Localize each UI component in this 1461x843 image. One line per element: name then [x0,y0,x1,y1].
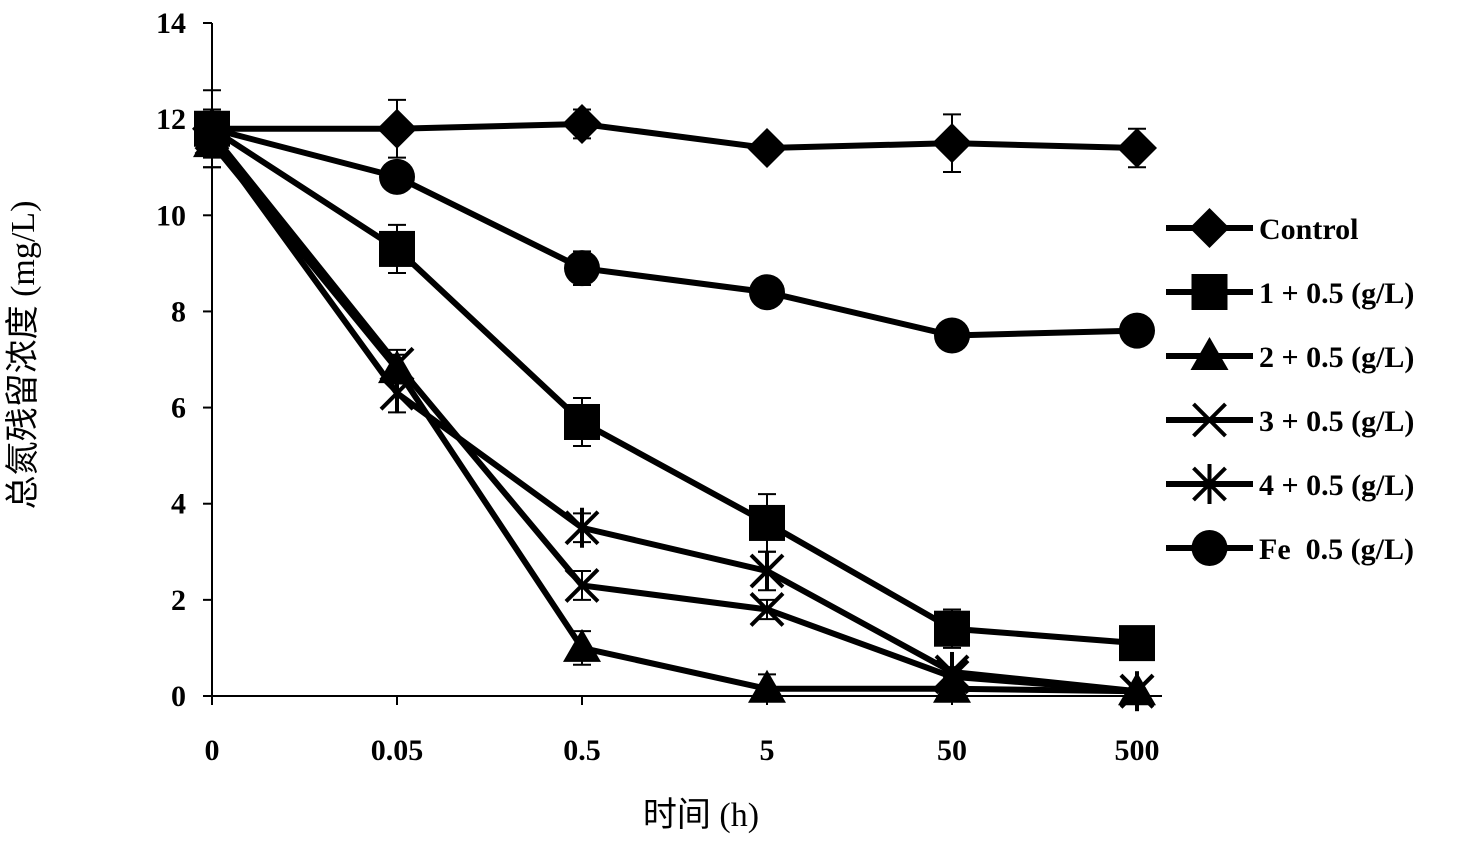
square-mark [1119,625,1155,662]
series-line [212,120,1138,151]
x-mark-stroke [749,592,785,627]
square-mark [1191,274,1228,310]
y-tick-label: 8 [171,295,186,328]
x-tick-label: 50 [937,734,967,767]
triangle-mark [563,628,601,662]
diamond-mark [562,103,602,144]
circle-mark [564,250,600,287]
data-point [377,108,417,149]
axes: 0 2 4 6 8 10 12 14 0 0.05 0.5 5 50 500 [156,7,1162,767]
data-point [932,123,972,164]
x-tick-label: 0 [205,734,220,767]
circle-mark [194,110,230,147]
series-line [209,136,1138,695]
data-point [749,551,785,592]
data-point [1119,312,1155,349]
legend-entry-label: Fe 0.5 (g/L) [1259,533,1414,566]
data-point [748,669,786,703]
x-mark-stroke [379,346,415,382]
legend-marker [1190,337,1229,370]
x-mark-stroke [564,568,600,603]
x-tick-label: 0.05 [371,734,424,767]
legend-entry-label: 3 + 0.5 (g/L) [1259,405,1414,438]
diamond-mark [377,108,417,149]
legend-marker [1192,464,1227,504]
legend-marker [1191,274,1228,310]
legend-marker [1189,208,1230,248]
legend-marker [1192,402,1227,438]
data-point [749,274,785,311]
data-point [1119,625,1155,662]
data-point [564,403,600,440]
data-point [564,507,600,548]
data-point [379,230,415,267]
circle-mark [1191,530,1228,566]
data-point [747,127,787,168]
legend-entry-label: 1 + 0.5 (g/L) [1259,277,1414,310]
data-point [563,628,601,662]
triangle-mark [1190,337,1229,370]
data-point [564,568,600,603]
data-point [562,103,602,144]
data-point [934,317,970,354]
x-axis-title: 时间 (h) [643,797,759,834]
y-tick-label: 4 [171,488,186,521]
data-point [749,592,785,627]
circle-mark [749,274,785,311]
data-point [934,651,970,692]
legend-entry-label: 2 + 0.5 (g/L) [1259,341,1414,374]
data-point [379,373,415,414]
data-point [379,346,415,382]
legend: Control 1 + 0.5 (g/L) 2 + 0.5 (g/L) 3 + 0.5… [1166,208,1414,566]
legend-marker [1191,530,1228,566]
circle-mark [379,158,415,195]
legend-entry-label: 4 + 0.5 (g/L) [1259,469,1414,502]
circle-mark [1119,312,1155,349]
legend-entry-label: Control [1259,213,1358,246]
x-tick-label: 0.5 [563,734,601,767]
square-mark [379,230,415,267]
series-markers [192,103,1157,712]
data-point [564,250,600,287]
data-point [1117,127,1157,168]
diamond-mark [932,123,972,164]
y-tick-label: 12 [156,103,186,136]
y-tick-label: 14 [156,7,186,40]
square-mark [564,403,600,440]
y-tick-label: 2 [171,584,186,617]
triangle-mark [748,669,786,703]
series-lines [209,120,1138,695]
square-mark [934,610,970,647]
diamond-mark [1189,208,1230,248]
x-mark-stroke [1192,402,1227,438]
y-axis-title: 总氮残留浓度 (mg/L) [4,201,42,510]
y-tick-label: 10 [156,199,186,232]
data-point [749,504,785,541]
y-tick-label: 0 [171,680,186,713]
error-bars [203,89,1146,697]
data-point [934,610,970,647]
data-point [194,110,230,147]
data-point [379,158,415,195]
series-line [210,126,1138,647]
circle-mark [934,317,970,354]
square-mark [749,504,785,541]
series-line [211,125,1138,339]
data-point [1119,671,1155,712]
series-line [209,131,1138,695]
x-tick-label: 500 [1115,734,1160,767]
series-line [209,141,1138,695]
x-tick-label: 5 [760,734,775,767]
diamond-mark [1117,127,1157,168]
y-tick-label: 6 [171,392,186,425]
diamond-mark [747,127,787,168]
